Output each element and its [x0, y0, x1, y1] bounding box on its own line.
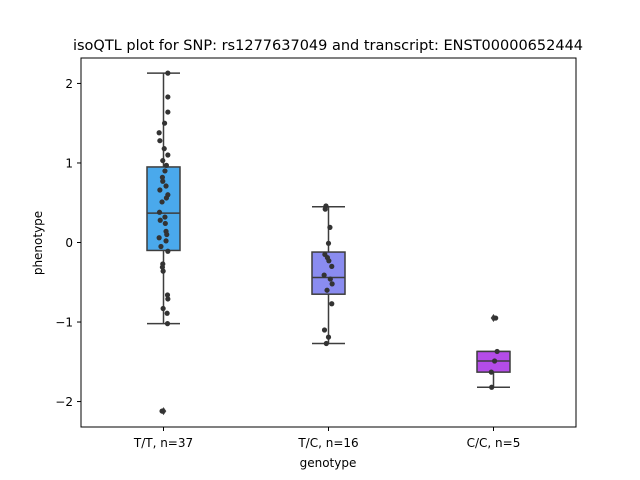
data-point: [322, 206, 328, 212]
data-point: [321, 327, 328, 333]
data-point: [163, 162, 170, 168]
data-point: [163, 238, 169, 244]
data-point: [158, 243, 164, 250]
data-point: [489, 384, 495, 390]
data-point: [159, 174, 166, 180]
y-tick-label: 1: [65, 156, 73, 170]
data-point: [329, 281, 335, 287]
data-point: [162, 168, 168, 174]
data-point: [491, 358, 498, 364]
data-point: [164, 231, 170, 238]
data-point: [162, 214, 168, 220]
data-point: [161, 120, 168, 126]
data-point: [160, 178, 166, 184]
data-point: [164, 292, 171, 298]
data-point: [165, 152, 171, 158]
data-point: [164, 310, 170, 316]
data-point: [165, 70, 171, 76]
data-point: [488, 369, 494, 375]
chart-title: isoQTL plot for SNP: rs1277637049 and tr…: [73, 38, 583, 54]
data-point: [159, 199, 165, 205]
data-point: [160, 305, 166, 312]
data-point: [159, 264, 166, 270]
x-tick-label: T/C, n=16: [297, 436, 358, 450]
data-point: [493, 315, 499, 321]
data-point: [327, 276, 333, 282]
data-point: [165, 248, 171, 254]
data-point: [329, 301, 335, 307]
data-point: [157, 187, 163, 193]
data-point: [160, 268, 166, 274]
plot-area: −2 −1 0 1 2 T/T, n=37 T/C, n=16 C/C, n=5: [55, 57, 577, 450]
data-point: [165, 94, 171, 100]
data-point: [157, 217, 163, 223]
data-point: [164, 321, 171, 327]
data-point: [160, 157, 166, 164]
y-axis-label: phenotype: [31, 211, 45, 275]
y-tick-label: 2: [65, 77, 73, 91]
data-point: [324, 287, 330, 293]
x-tick-label: C/C, n=5: [467, 436, 521, 450]
data-point: [163, 195, 170, 201]
data-point: [161, 146, 167, 152]
data-point: [165, 109, 171, 115]
data-point: [156, 130, 162, 136]
data-point: [325, 334, 332, 340]
data-point: [157, 138, 163, 144]
data-point: [329, 263, 335, 269]
data-point: [323, 340, 329, 347]
data-point: [156, 209, 163, 215]
data-point: [163, 183, 169, 189]
data-point: [494, 348, 500, 355]
y-tick-label: −2: [55, 395, 73, 409]
x-axis-label: genotype: [300, 456, 357, 470]
x-tick-label: T/T, n=37: [133, 436, 193, 450]
data-point: [326, 258, 332, 264]
data-point: [325, 240, 332, 246]
data-point: [327, 224, 333, 230]
data-point: [159, 408, 165, 414]
y-tick-label: 0: [65, 236, 73, 250]
data-point: [165, 296, 171, 302]
data-point: [156, 235, 162, 241]
y-tick-label: −1: [55, 316, 73, 330]
data-point: [321, 272, 327, 278]
data-point: [162, 220, 168, 227]
